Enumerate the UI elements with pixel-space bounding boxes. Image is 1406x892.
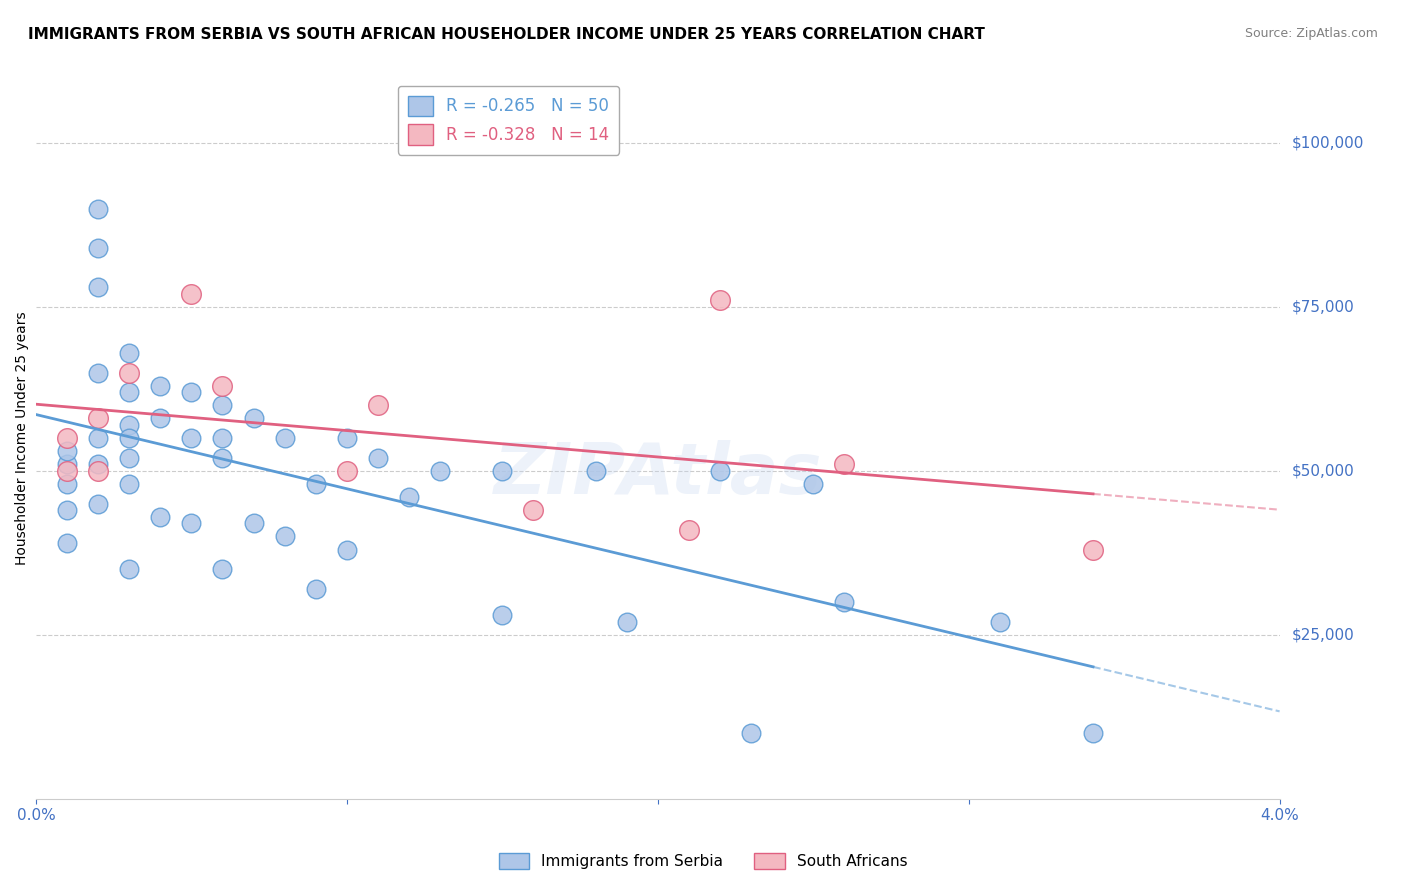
Point — [149, 509, 172, 524]
Point — [211, 431, 233, 445]
Text: Source: ZipAtlas.com: Source: ZipAtlas.com — [1244, 27, 1378, 40]
Legend: R = -0.265   N = 50, R = -0.328   N = 14: R = -0.265 N = 50, R = -0.328 N = 14 — [398, 86, 619, 155]
Point — [211, 378, 233, 392]
Point — [118, 450, 141, 465]
Point — [834, 595, 856, 609]
Point — [211, 562, 233, 576]
Point — [211, 398, 233, 412]
Point — [1081, 542, 1104, 557]
Point — [273, 529, 295, 543]
Point — [336, 431, 359, 445]
Point — [149, 411, 172, 425]
Point — [56, 503, 79, 517]
Point — [522, 503, 544, 517]
Point — [56, 458, 79, 472]
Y-axis label: Householder Income Under 25 years: Householder Income Under 25 years — [15, 311, 30, 565]
Point — [87, 366, 110, 380]
Point — [367, 398, 389, 412]
Point — [211, 450, 233, 465]
Point — [336, 464, 359, 478]
Point — [118, 417, 141, 432]
Point — [242, 516, 264, 531]
Point — [336, 542, 359, 557]
Point — [87, 431, 110, 445]
Point — [180, 286, 202, 301]
Point — [149, 378, 172, 392]
Point — [180, 385, 202, 400]
Point — [118, 346, 141, 360]
Text: $100,000: $100,000 — [1292, 136, 1364, 151]
Point — [87, 202, 110, 216]
Point — [180, 431, 202, 445]
Point — [118, 385, 141, 400]
Point — [118, 562, 141, 576]
Text: $25,000: $25,000 — [1292, 627, 1355, 642]
Point — [118, 366, 141, 380]
Point — [87, 241, 110, 255]
Point — [56, 444, 79, 458]
Text: $75,000: $75,000 — [1292, 300, 1355, 315]
Point — [87, 458, 110, 472]
Point — [56, 536, 79, 550]
Point — [305, 582, 328, 596]
Point — [398, 490, 420, 504]
Text: ZIPAtlas: ZIPAtlas — [494, 440, 823, 508]
Point — [56, 464, 79, 478]
Point — [709, 464, 731, 478]
Point — [273, 431, 295, 445]
Point — [118, 477, 141, 491]
Point — [180, 516, 202, 531]
Point — [740, 726, 762, 740]
Legend: Immigrants from Serbia, South Africans: Immigrants from Serbia, South Africans — [492, 847, 914, 875]
Point — [834, 458, 856, 472]
Point — [87, 411, 110, 425]
Point — [709, 293, 731, 308]
Point — [242, 411, 264, 425]
Point — [118, 431, 141, 445]
Point — [491, 608, 513, 623]
Point — [87, 497, 110, 511]
Point — [988, 615, 1011, 629]
Point — [87, 280, 110, 294]
Point — [87, 464, 110, 478]
Point — [801, 477, 824, 491]
Point — [585, 464, 607, 478]
Point — [1081, 726, 1104, 740]
Text: $50,000: $50,000 — [1292, 463, 1355, 478]
Point — [56, 477, 79, 491]
Point — [616, 615, 638, 629]
Point — [367, 450, 389, 465]
Point — [56, 431, 79, 445]
Point — [678, 523, 700, 537]
Text: IMMIGRANTS FROM SERBIA VS SOUTH AFRICAN HOUSEHOLDER INCOME UNDER 25 YEARS CORREL: IMMIGRANTS FROM SERBIA VS SOUTH AFRICAN … — [28, 27, 986, 42]
Point — [491, 464, 513, 478]
Point — [305, 477, 328, 491]
Point — [429, 464, 451, 478]
